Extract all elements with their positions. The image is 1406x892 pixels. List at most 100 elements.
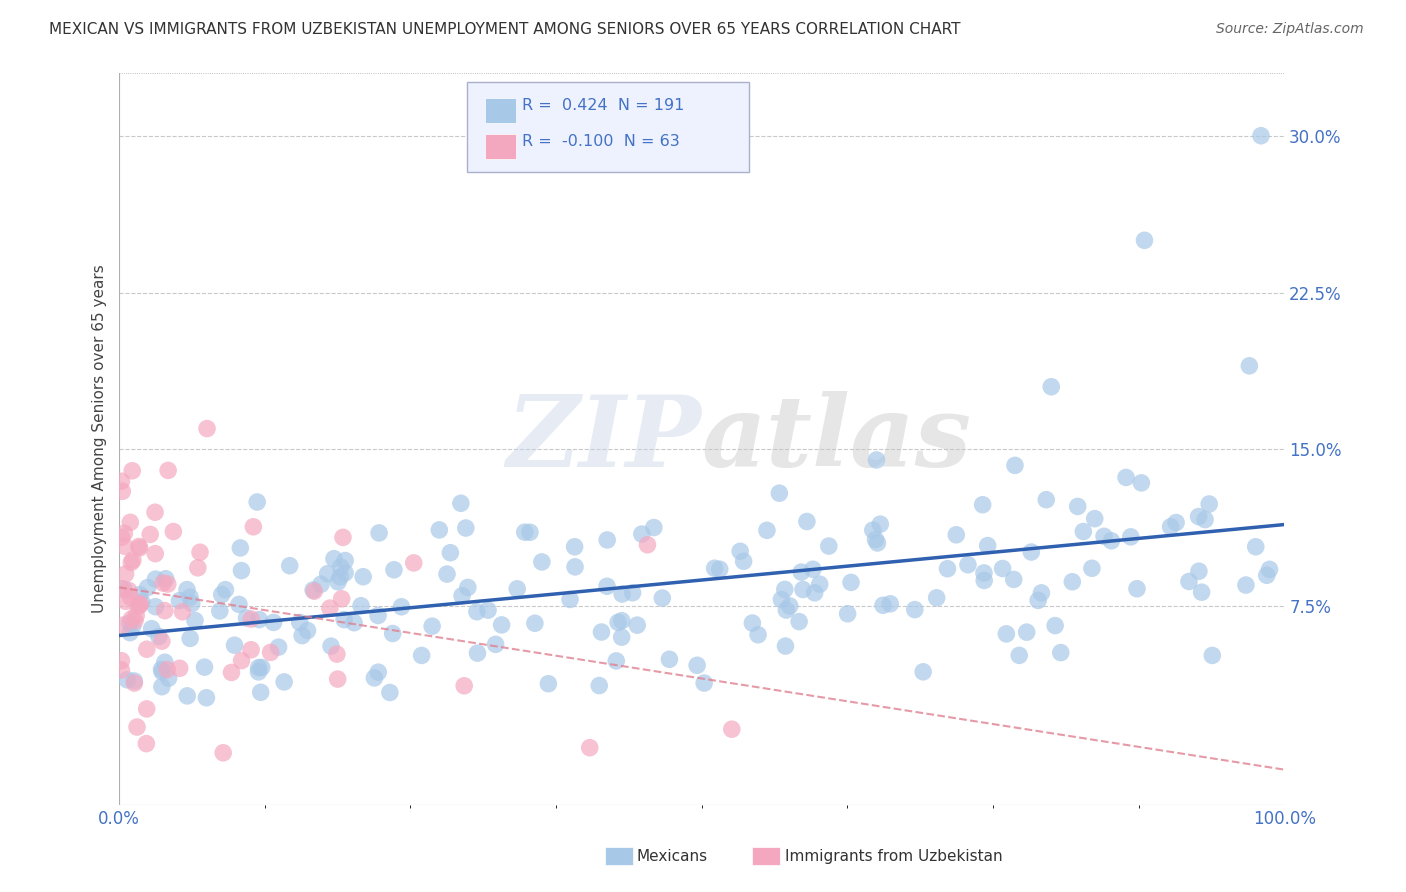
Point xyxy=(1008,648,1031,663)
Point xyxy=(367,665,389,680)
Point xyxy=(176,582,198,597)
Point xyxy=(176,689,198,703)
Point xyxy=(773,582,796,597)
Point xyxy=(869,517,891,532)
Point xyxy=(1067,500,1090,514)
Point xyxy=(246,495,269,509)
Point xyxy=(131,595,153,609)
Point xyxy=(439,546,461,560)
Point xyxy=(193,660,215,674)
Point xyxy=(465,605,488,619)
Point xyxy=(278,558,301,573)
Point xyxy=(212,746,235,760)
Point xyxy=(150,680,173,694)
Point xyxy=(247,665,270,679)
Point xyxy=(936,562,959,576)
Point xyxy=(120,516,142,530)
Y-axis label: Unemployment Among Seniors over 65 years: Unemployment Among Seniors over 65 years xyxy=(93,265,107,614)
Point xyxy=(1250,128,1272,143)
Point xyxy=(1035,492,1057,507)
Point xyxy=(558,592,581,607)
Point xyxy=(775,603,797,617)
Point xyxy=(122,553,145,567)
Point xyxy=(491,618,513,632)
Point xyxy=(231,564,253,578)
Point xyxy=(1081,561,1104,575)
Point xyxy=(1099,533,1122,548)
Point xyxy=(326,574,349,589)
Point xyxy=(125,608,148,623)
Point xyxy=(596,579,619,593)
Point xyxy=(862,523,884,537)
Point xyxy=(467,646,489,660)
Point xyxy=(195,690,218,705)
Point xyxy=(240,642,263,657)
Point xyxy=(129,597,152,611)
Text: Immigrants from Uzbekistan: Immigrants from Uzbekistan xyxy=(785,849,1002,863)
Point xyxy=(775,639,797,653)
Point xyxy=(111,484,134,499)
Point xyxy=(904,602,927,616)
Point xyxy=(156,663,179,677)
Point xyxy=(259,645,281,659)
Point xyxy=(291,629,314,643)
Point xyxy=(451,589,474,603)
Point xyxy=(866,536,889,550)
Point xyxy=(152,576,174,591)
Point xyxy=(153,655,176,669)
Point xyxy=(128,540,150,554)
Point xyxy=(591,625,613,640)
Point xyxy=(120,612,142,626)
Point xyxy=(195,421,218,435)
Point xyxy=(247,660,270,674)
Point xyxy=(333,566,356,580)
Point xyxy=(162,524,184,539)
Point xyxy=(1198,497,1220,511)
Point xyxy=(150,662,173,676)
Point xyxy=(741,616,763,631)
Point xyxy=(333,613,356,627)
Point xyxy=(273,674,295,689)
Point xyxy=(112,618,135,632)
Point xyxy=(658,652,681,666)
Point xyxy=(686,658,709,673)
Point xyxy=(865,533,887,547)
Point xyxy=(326,672,349,686)
Point xyxy=(240,612,263,626)
Point xyxy=(288,615,311,630)
Text: R =  0.424  N = 191: R = 0.424 N = 191 xyxy=(522,98,683,113)
Point xyxy=(224,638,246,652)
Point xyxy=(973,574,995,588)
Point xyxy=(839,575,862,590)
Point xyxy=(610,630,633,644)
Point xyxy=(607,615,630,630)
Point xyxy=(513,525,536,540)
Point xyxy=(332,530,354,544)
Point xyxy=(367,608,389,623)
Point xyxy=(564,560,586,574)
Point xyxy=(179,632,201,646)
Point xyxy=(352,570,374,584)
Point xyxy=(263,615,285,630)
Point xyxy=(316,566,339,581)
Point xyxy=(110,663,132,677)
Point xyxy=(1234,578,1257,592)
Point xyxy=(631,527,654,541)
Text: Mexicans: Mexicans xyxy=(637,849,709,863)
Point xyxy=(506,582,529,596)
Point xyxy=(267,640,290,654)
Point xyxy=(382,563,405,577)
Point xyxy=(1021,545,1043,559)
Point xyxy=(925,591,948,605)
Point xyxy=(991,561,1014,575)
Point xyxy=(114,566,136,581)
Point xyxy=(319,601,342,615)
Point xyxy=(523,616,546,631)
Point xyxy=(1191,585,1213,599)
Point xyxy=(453,679,475,693)
Point xyxy=(157,463,180,477)
Point xyxy=(139,527,162,541)
Point xyxy=(118,615,141,630)
Point xyxy=(155,572,177,586)
Point xyxy=(626,618,648,632)
